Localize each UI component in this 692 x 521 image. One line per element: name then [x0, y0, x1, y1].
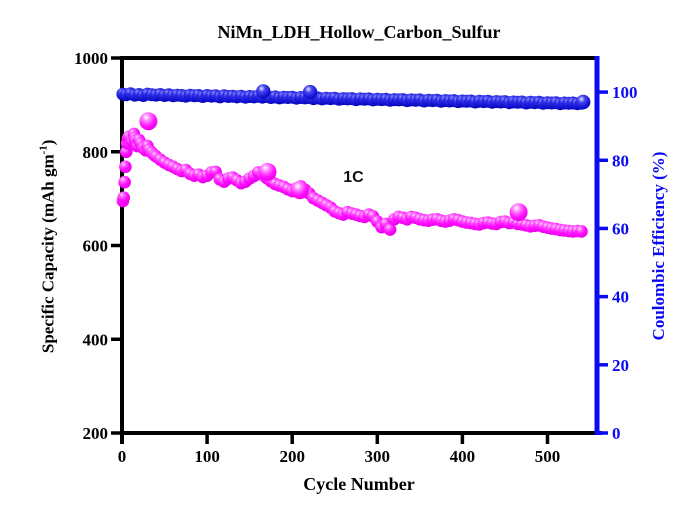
- left-y-axis-label-text: Specific Capacity (mAh gm: [38, 154, 58, 354]
- specific-capacity-outlier-point: [509, 203, 528, 222]
- x-axis-tick-label: 200: [279, 447, 305, 466]
- x-axis-tick-label: 100: [194, 447, 220, 466]
- coulombic-efficiency-outlier-point: [256, 84, 271, 99]
- right-y-axis-tick-label: 40: [612, 288, 629, 307]
- specific-capacity-outlier-point: [290, 181, 309, 200]
- right-y-axis-tick-label: 60: [612, 219, 629, 238]
- x-axis-tick-label: 300: [365, 447, 391, 466]
- x-axis-tick-label: 500: [535, 447, 561, 466]
- left-y-axis-tick-label: 600: [83, 237, 109, 256]
- specific-capacity-outlier-point: [258, 162, 277, 181]
- coulombic-efficiency-outlier-point: [576, 94, 591, 110]
- left-y-axis-tick-label: 200: [83, 424, 109, 443]
- specific-capacity-point: [118, 175, 131, 189]
- left-y-axis-label-close: ): [38, 139, 58, 146]
- specific-capacity-point: [575, 225, 588, 238]
- left-y-axis-tick-label: 1000: [74, 49, 108, 68]
- x-axis-label: Cycle Number: [303, 474, 415, 494]
- right-y-axis-tick-label: 100: [612, 83, 638, 102]
- specific-capacity-point: [119, 160, 132, 174]
- left-y-axis-label-superscript: -1: [37, 145, 50, 155]
- rate-annotation: 1C: [343, 168, 364, 186]
- left-y-axis-label: Specific Capacity (mAh gm-1): [38, 121, 59, 371]
- coulombic-efficiency-outlier-point: [302, 84, 318, 100]
- specific-capacity-point: [383, 223, 397, 236]
- left-y-axis-tick-label: 800: [83, 143, 109, 162]
- specific-capacity-point: [117, 191, 130, 204]
- x-axis-tick-label: 400: [450, 447, 476, 466]
- specific-capacity-outlier-point: [139, 112, 158, 131]
- axes-layer: 0 100 200 300 400 500100080060040020010080604…: [74, 49, 638, 466]
- right-y-axis-tick-label: 20: [612, 356, 629, 375]
- left-y-axis-tick-label: 400: [83, 330, 109, 349]
- right-y-axis-tick-label: 0: [612, 424, 621, 443]
- data-points-layer: [116, 84, 591, 238]
- chart-title: NiMn_LDH_Hollow_Carbon_Sulfur: [217, 22, 501, 42]
- x-axis-tick-label: 0: [118, 447, 127, 466]
- right-y-axis-label: Coulombic Efficiency (%): [649, 151, 668, 341]
- right-y-axis-tick-label: 80: [612, 151, 629, 170]
